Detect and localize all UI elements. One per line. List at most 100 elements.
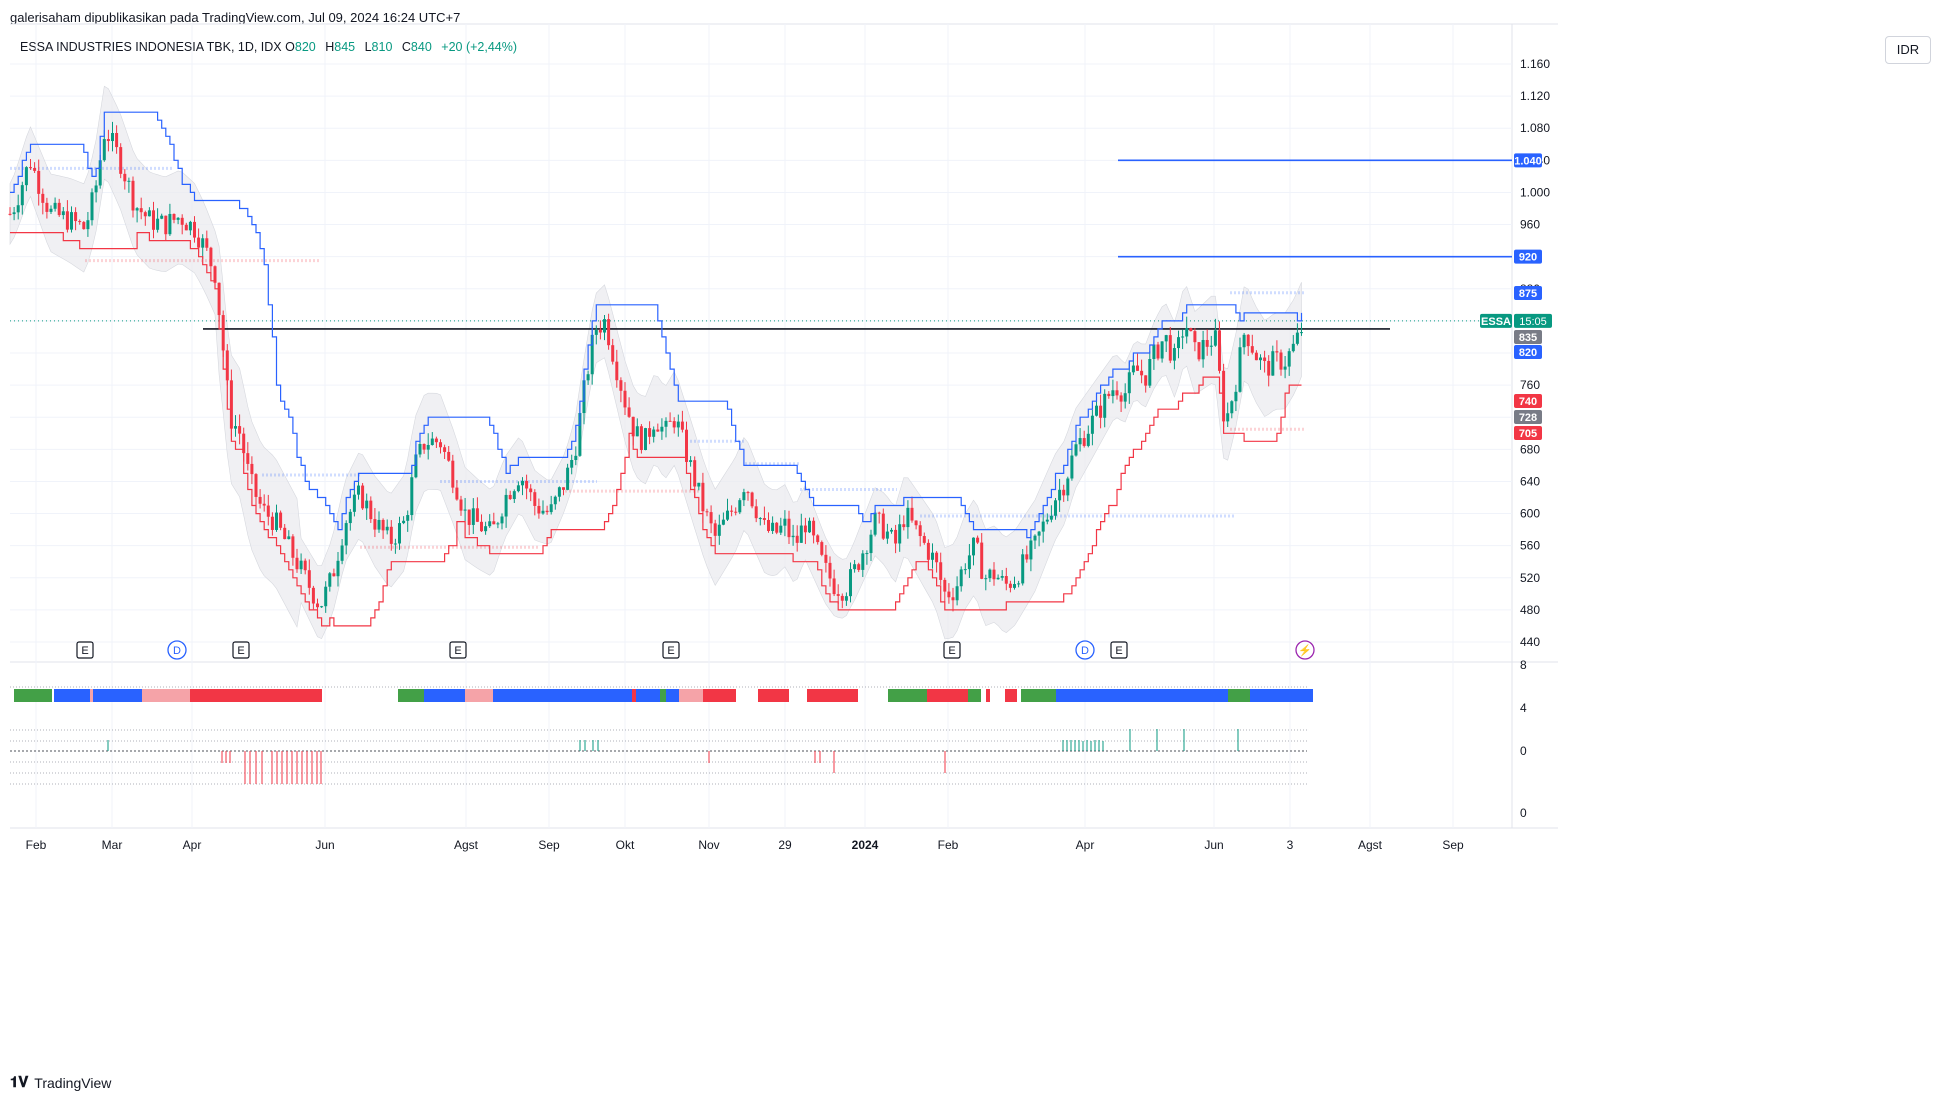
state-bar-segment [142, 689, 190, 702]
candle-body [865, 553, 869, 555]
candle-body [180, 217, 184, 225]
state-bar-segment [660, 689, 666, 702]
candle-body [393, 543, 397, 545]
price-badge [1514, 394, 1542, 408]
candle-body [152, 210, 155, 230]
candle-body [270, 516, 274, 530]
candle-body [496, 523, 500, 525]
candle-body [303, 560, 307, 571]
candle-body [562, 487, 565, 490]
candle-body [316, 603, 319, 608]
candle-body [525, 480, 529, 489]
candle-body [746, 492, 750, 494]
candle-body [41, 193, 45, 203]
y-tick-label: 960 [1520, 218, 1540, 232]
candle-body [488, 521, 492, 527]
candle-body [1234, 391, 1238, 402]
candle-body [771, 522, 775, 531]
candle-body [623, 390, 627, 408]
candle-body [328, 573, 332, 587]
close-label: C [401, 40, 411, 54]
state-bar-segment [632, 689, 636, 702]
candle-body [672, 421, 676, 428]
candle-body [906, 507, 910, 528]
candle-body [857, 564, 861, 570]
candle-body [976, 537, 980, 543]
candle-body [693, 460, 697, 487]
tradingview-logo[interactable]: 𝟏𝐕 TradingView [10, 1074, 111, 1091]
candle-body [713, 523, 717, 536]
candle-body [320, 606, 324, 608]
candle-body [738, 500, 742, 513]
state-bar-segment [636, 689, 660, 702]
candle-body [598, 329, 602, 333]
candle-body [787, 518, 791, 538]
candle-body [853, 564, 857, 570]
candle-body [1017, 583, 1021, 585]
candle-body [1021, 554, 1025, 584]
candle-body [172, 213, 176, 220]
candle-body [709, 512, 713, 524]
candle-body [656, 429, 660, 432]
currency-button[interactable]: IDR [1885, 36, 1931, 64]
candle-body [332, 573, 336, 577]
price-badge [1514, 153, 1542, 168]
y-tick-label: 1.160 [1520, 57, 1550, 71]
candle-body [213, 266, 217, 283]
upper-channel-line [10, 111, 1303, 539]
price-badge-label: 820 [1519, 347, 1537, 359]
y-tick-label: 680 [1520, 442, 1540, 456]
candle-body [754, 506, 758, 519]
price-badge-label: 875 [1519, 288, 1537, 300]
price-badge [1514, 345, 1542, 359]
x-tick-label: Okt [616, 838, 635, 852]
candle-body [201, 238, 205, 248]
candle-body [1000, 576, 1004, 578]
candle-body [873, 512, 877, 535]
lower-channel-line [10, 232, 1302, 627]
candle-body [225, 350, 229, 381]
y-tick-label: 640 [1520, 474, 1540, 488]
candle-body [168, 213, 172, 235]
candle-body [70, 212, 73, 230]
candle-body [734, 511, 738, 513]
x-tick-label: 3 [1287, 838, 1294, 852]
candle-body [726, 510, 729, 520]
price-badge-label: 740 [1519, 396, 1537, 408]
candle-body [758, 518, 762, 520]
candle-body [931, 552, 934, 560]
candle-body [389, 526, 393, 544]
candle-body [1062, 489, 1066, 496]
tradingview-mark-icon: 𝟏𝐕 [10, 1074, 29, 1091]
candle-body [1008, 583, 1012, 588]
candle-body [578, 413, 582, 456]
candle-body [1230, 401, 1234, 414]
x-tick-label: Nov [698, 838, 719, 852]
candle-body [53, 202, 57, 209]
candle-body [967, 555, 971, 570]
candle-body [106, 139, 110, 142]
candle-body [492, 521, 496, 525]
candle-body [98, 160, 102, 186]
candle-body [299, 560, 303, 570]
event-marker-label: D [173, 645, 181, 657]
y-tick-label: 1.000 [1520, 185, 1550, 199]
state-bar-segment [1272, 689, 1313, 702]
candle-body [197, 237, 201, 248]
event-marker-box [1110, 641, 1128, 659]
candle-body [935, 552, 939, 563]
candle-body [33, 168, 37, 171]
candle-body [742, 492, 746, 501]
candle-body [471, 508, 475, 525]
candle-body [639, 426, 643, 451]
candle-body [553, 496, 557, 505]
candle-body [1119, 395, 1123, 402]
y-tick-label: 1.120 [1520, 89, 1550, 103]
candle-body [762, 518, 766, 520]
candle-body [1074, 444, 1078, 456]
candle-body [229, 380, 233, 429]
state-bar-segment [54, 689, 90, 702]
x-tick-label: Mar [102, 838, 123, 852]
candle-body [1090, 415, 1094, 434]
